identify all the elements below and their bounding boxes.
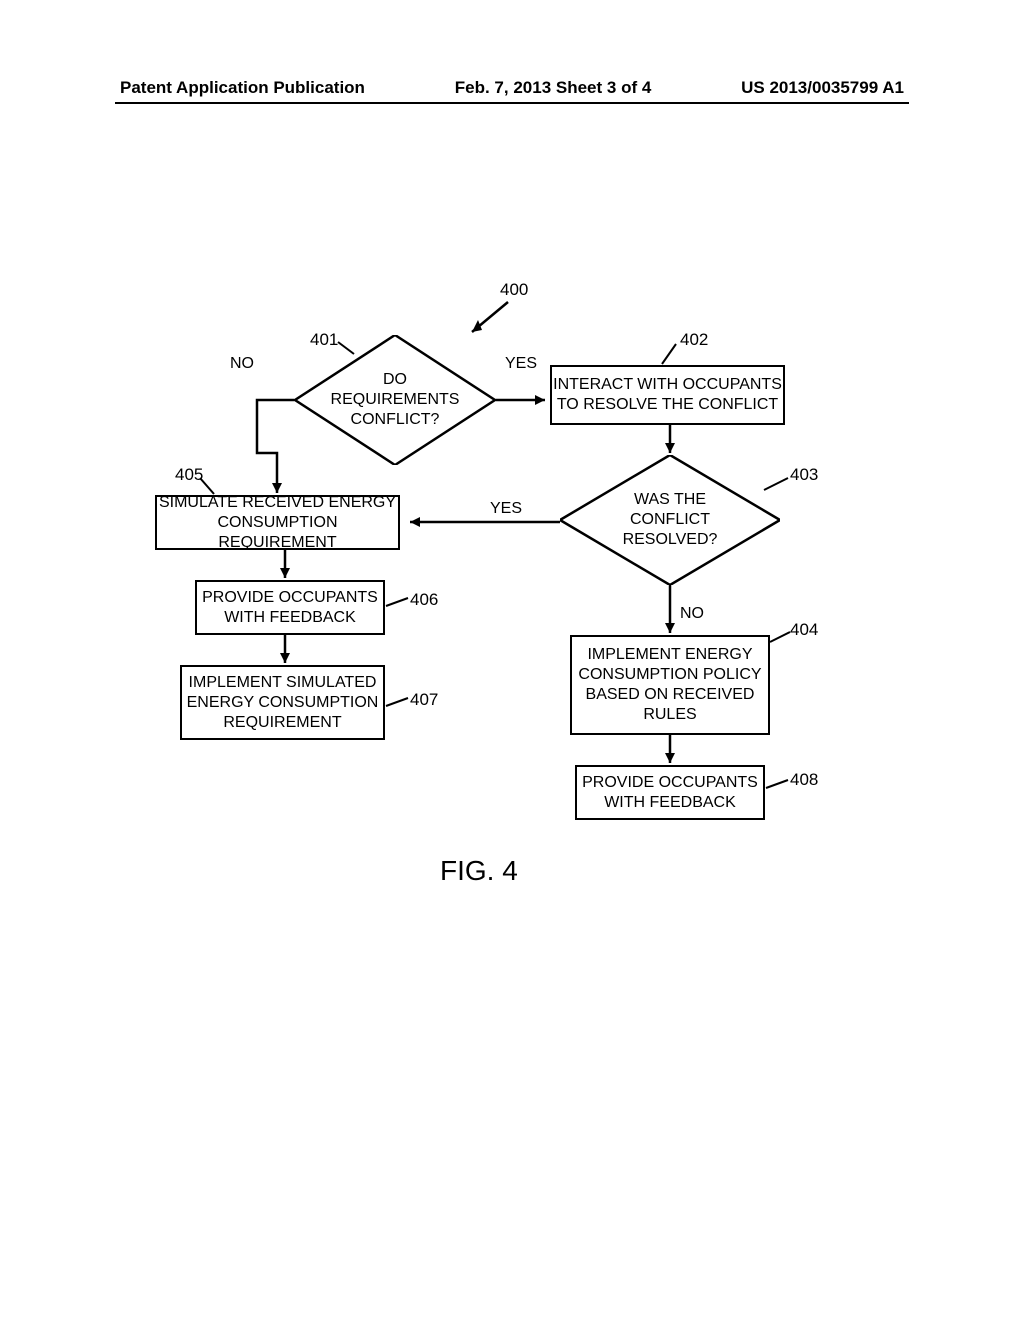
ref-402-tick — [660, 344, 680, 366]
process-406: PROVIDE OCCUPANTS WITH FEEDBACK — [195, 580, 385, 635]
edge-406-407 — [275, 635, 295, 670]
ref-401: 401 — [310, 330, 338, 350]
ref-404: 404 — [790, 620, 818, 640]
decision-401: DO REQUIREMENTS CONFLICT? — [295, 335, 495, 465]
header-left: Patent Application Publication — [120, 78, 365, 98]
ref-402: 402 — [680, 330, 708, 350]
page-header: Patent Application Publication Feb. 7, 2… — [0, 78, 1024, 98]
ref-404-tick — [768, 632, 792, 644]
ref-406-tick — [386, 598, 410, 608]
header-rule — [115, 102, 909, 104]
ref-403: 403 — [790, 465, 818, 485]
edge-401-yes-402 — [495, 390, 555, 410]
decision-401-text: DO REQUIREMENTS CONFLICT? — [331, 370, 460, 430]
flowchart: 400 DO REQUIREMENTS CONFLICT? 401 NO YES… — [0, 300, 1024, 1000]
ref-408-tick — [766, 780, 790, 790]
process-407: IMPLEMENT SIMULATED ENERGY CONSUMPTION R… — [180, 665, 385, 740]
edge-405-406 — [275, 550, 295, 585]
label-no-403: NO — [680, 605, 704, 623]
ref-408: 408 — [790, 770, 818, 790]
header-center: Feb. 7, 2013 Sheet 3 of 4 — [455, 78, 652, 98]
edge-403-no-404 — [660, 585, 680, 640]
edge-402-403 — [660, 425, 680, 460]
ref-400: 400 — [500, 280, 528, 300]
ref-401-tick — [338, 342, 358, 357]
ref-407-tick — [386, 698, 410, 708]
ref-403-tick — [762, 478, 790, 493]
decision-403-text: WAS THE CONFLICT RESOLVED? — [623, 490, 718, 550]
process-402: INTERACT WITH OCCUPANTS TO RESOLVE THE C… — [550, 365, 785, 425]
edge-404-408 — [660, 735, 680, 770]
ref-405-tick — [200, 478, 218, 496]
decision-403: WAS THE CONFLICT RESOLVED? — [560, 455, 780, 585]
edge-403-yes-405 — [400, 512, 565, 532]
label-no-401: NO — [230, 355, 254, 373]
process-405: SIMULATE RECEIVED ENERGY CONSUMPTION REQ… — [155, 495, 400, 550]
edge-401-no-405 — [255, 398, 305, 498]
process-408: PROVIDE OCCUPANTS WITH FEEDBACK — [575, 765, 765, 820]
ref-406: 406 — [410, 590, 438, 610]
figure-label: FIG. 4 — [440, 855, 518, 887]
header-right: US 2013/0035799 A1 — [741, 78, 904, 98]
ref-407: 407 — [410, 690, 438, 710]
ref-400-pointer — [460, 300, 510, 340]
process-404: IMPLEMENT ENERGY CONSUMPTION POLICY BASE… — [570, 635, 770, 735]
label-yes-401: YES — [505, 355, 537, 373]
